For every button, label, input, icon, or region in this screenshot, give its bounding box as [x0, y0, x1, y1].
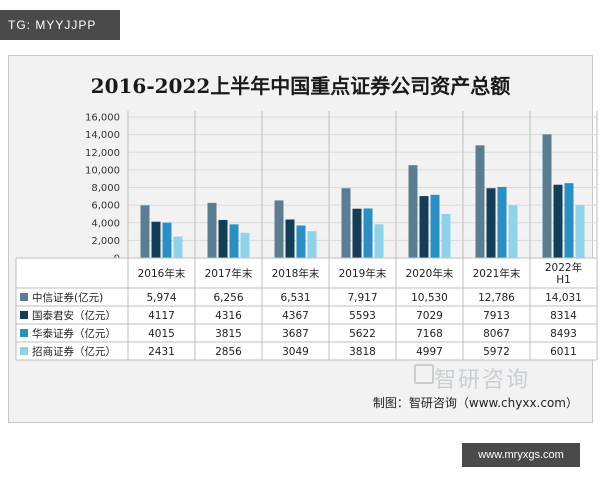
y-tick-label: 4,000 [91, 218, 120, 229]
channel-tag: TG: MYYJJPP [0, 10, 120, 40]
y-tick-label: 16,000 [85, 113, 120, 124]
x-tick-label: 2016年末 [138, 267, 186, 280]
data-label: 8493 [550, 328, 577, 340]
data-label: 7913 [483, 310, 510, 322]
bar [475, 145, 485, 258]
bar [430, 194, 440, 258]
y-tick-label: 14,000 [85, 130, 120, 141]
bar [285, 219, 295, 258]
data-label: 7168 [416, 328, 443, 340]
data-label: 3818 [349, 346, 376, 358]
data-label: 8067 [483, 328, 510, 340]
data-label: 5593 [349, 310, 376, 322]
x-tick-label: 2022年 H1 [545, 261, 582, 286]
bar [363, 208, 373, 258]
y-tick-label: 10,000 [85, 165, 120, 176]
data-table-bg [16, 258, 597, 360]
bar [162, 222, 172, 258]
legend-entry: 华泰证券（亿元） [32, 327, 116, 340]
bar [229, 224, 239, 258]
bar [274, 200, 284, 258]
bar [151, 221, 161, 258]
data-label: 5622 [349, 328, 376, 340]
data-label: 5,974 [146, 292, 176, 304]
bar [508, 205, 518, 258]
watermark: 智研咨询 [434, 368, 531, 393]
data-label: 6,531 [280, 292, 310, 304]
data-label: 5972 [483, 346, 510, 358]
bar [296, 225, 306, 258]
data-label: 2856 [215, 346, 242, 358]
bar [575, 205, 585, 258]
data-label: 4997 [416, 346, 443, 358]
data-label: 4015 [148, 328, 175, 340]
bar [218, 219, 228, 258]
bar [352, 208, 362, 258]
chart-title: 2016-2022上半年中国重点证券公司资产总额 [90, 74, 511, 98]
bar [207, 202, 217, 258]
legend-entry: 招商证券（亿元） [32, 345, 116, 358]
bar [441, 213, 451, 258]
bar [374, 224, 384, 258]
bar [542, 134, 552, 258]
x-tick-label: 2020年末 [406, 267, 454, 280]
data-label: 3049 [282, 346, 309, 358]
data-label: 4117 [148, 310, 175, 322]
watermark-logo-icon [414, 364, 434, 384]
data-label: 7029 [416, 310, 443, 322]
data-label: 4316 [215, 310, 242, 322]
legend-swatch [20, 329, 28, 337]
data-label: 6,256 [213, 292, 243, 304]
bar [307, 231, 317, 258]
bar [419, 196, 429, 258]
x-tick-label: 2017年末 [205, 267, 253, 280]
legend-swatch [20, 293, 28, 301]
data-label: 3815 [215, 328, 242, 340]
y-tick-label: 6,000 [91, 201, 120, 212]
x-tick-label: 2019年末 [339, 267, 387, 280]
bar [140, 205, 150, 258]
legend-entry: 国泰君安（亿元） [32, 309, 116, 322]
y-tick-label: 2,000 [91, 236, 120, 247]
bar [564, 183, 574, 258]
x-tick-label: 2021年末 [473, 267, 521, 280]
data-label: 12,786 [478, 292, 515, 304]
data-label: 2431 [148, 346, 175, 358]
bar [408, 165, 418, 258]
data-label: 6011 [550, 346, 577, 358]
bar [341, 188, 351, 258]
legend-entry: 中信证券(亿元) [32, 291, 103, 304]
data-label: 3687 [282, 328, 309, 340]
data-label: 10,530 [411, 292, 448, 304]
data-label: 8314 [550, 310, 577, 322]
legend-swatch [20, 347, 28, 355]
bar [497, 186, 507, 258]
source-note: 制图：智研咨询（www.chyxx.com） [372, 396, 578, 410]
y-tick-label: 12,000 [85, 148, 120, 159]
data-label: 4367 [282, 310, 309, 322]
legend-swatch [20, 311, 28, 319]
x-tick-label: 2018年末 [272, 267, 320, 280]
bar [486, 188, 496, 258]
bar [173, 236, 183, 258]
bar [240, 232, 250, 258]
y-tick-label: 8,000 [91, 183, 120, 194]
data-label: 14,031 [545, 292, 582, 304]
data-label: 7,917 [347, 292, 377, 304]
site-badge: www.mryxgs.com [462, 443, 580, 467]
bar [553, 184, 563, 258]
